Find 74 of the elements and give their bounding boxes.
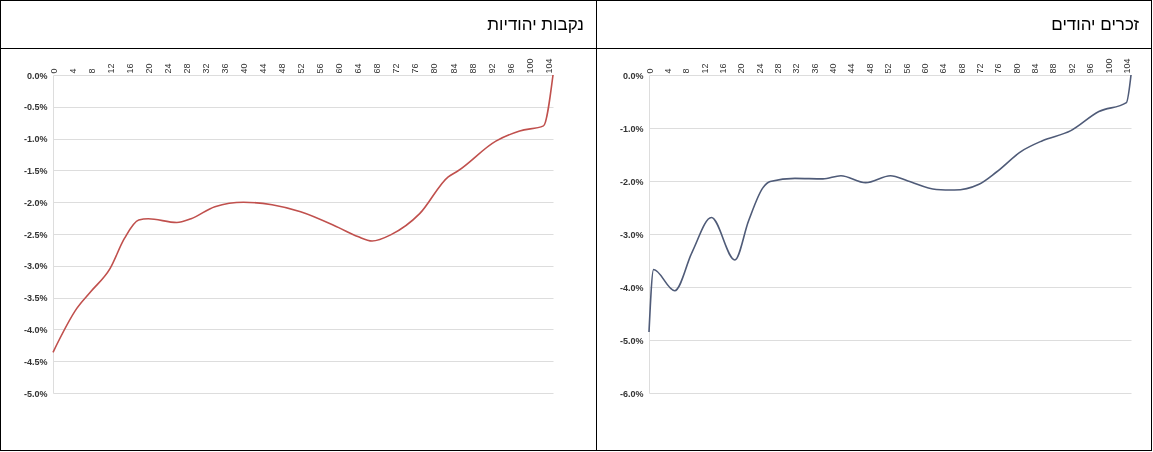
x-tick-label: 20 xyxy=(143,63,154,74)
x-tick-label: 76 xyxy=(410,63,421,74)
y-tick-label: -1.0% xyxy=(23,134,48,145)
x-tick-label: 68 xyxy=(956,63,967,74)
y-tick-label: -6.0% xyxy=(619,388,644,399)
x-tick-label: 80 xyxy=(429,63,440,74)
x-tick-label: 104 xyxy=(543,58,554,74)
x-tick-label: 24 xyxy=(754,63,765,74)
x-tick-label: 96 xyxy=(505,63,516,74)
y-tick-label: -3.0% xyxy=(619,229,644,240)
x-tick-label: 28 xyxy=(181,63,192,74)
y-tick-label: 0.0% xyxy=(26,70,48,81)
x-tick-label: 92 xyxy=(486,63,497,74)
chart-title: זכרים יהודים xyxy=(596,1,1151,49)
x-tick-label: 12 xyxy=(105,63,116,74)
y-tick-label: -5.0% xyxy=(619,335,644,346)
x-tick-label: 68 xyxy=(372,63,383,74)
x-tick-label: 36 xyxy=(809,63,820,74)
y-tick-label: -3.0% xyxy=(23,261,48,272)
x-tick-label: 84 xyxy=(1030,63,1041,74)
x-tick-label: 64 xyxy=(938,63,949,74)
y-tick-label: -4.0% xyxy=(619,282,644,293)
x-tick-label: 96 xyxy=(1085,63,1096,74)
x-tick-label: 32 xyxy=(791,63,802,74)
x-tick-label: 16 xyxy=(717,63,728,74)
x-tick-label: 88 xyxy=(467,63,478,74)
x-tick-label: 60 xyxy=(919,63,930,74)
y-tick-label: -4.0% xyxy=(23,324,48,335)
x-tick-label: 40 xyxy=(238,63,249,74)
y-tick-label: -5.0% xyxy=(23,388,48,399)
x-tick-label: 44 xyxy=(258,63,269,74)
x-tick-label: 52 xyxy=(883,63,894,74)
x-tick-label: 100 xyxy=(524,58,535,74)
x-tick-label: 72 xyxy=(974,63,985,74)
x-tick-label: 52 xyxy=(296,63,307,74)
x-tick-label: 32 xyxy=(200,63,211,74)
y-tick-label: -3.5% xyxy=(23,293,48,304)
y-tick-label: -1.0% xyxy=(619,123,644,134)
x-tick-label: 84 xyxy=(448,63,459,74)
x-tick-label: 56 xyxy=(315,63,326,74)
x-tick-label: 100 xyxy=(1103,58,1114,74)
x-tick-label: 8 xyxy=(86,68,97,74)
x-tick-label: 24 xyxy=(162,63,173,74)
x-tick-label: 92 xyxy=(1066,63,1077,74)
chart-title: נקבות יהודיות xyxy=(1,1,596,49)
x-tick-label: 76 xyxy=(993,63,1004,74)
x-tick-label: 16 xyxy=(124,63,135,74)
y-tick-label: -0.5% xyxy=(23,102,48,113)
x-tick-label: 0 xyxy=(644,68,655,74)
y-tick-label: -2.0% xyxy=(23,197,48,208)
x-tick-label: 48 xyxy=(864,63,875,74)
x-tick-label: 28 xyxy=(773,63,783,74)
x-tick-label: 48 xyxy=(277,63,288,74)
y-tick-label: 0.0% xyxy=(622,70,644,81)
x-tick-label: 88 xyxy=(1048,63,1059,74)
x-tick-label: 4 xyxy=(662,68,673,74)
x-tick-label: 56 xyxy=(901,63,912,74)
x-tick-label: 44 xyxy=(846,63,857,74)
x-tick-label: 36 xyxy=(219,63,230,74)
y-tick-label: -1.5% xyxy=(23,165,48,176)
x-tick-label: 72 xyxy=(391,63,402,74)
x-tick-label: 20 xyxy=(736,63,747,74)
y-tick-label: -2.0% xyxy=(619,176,644,187)
x-tick-label: 0 xyxy=(48,68,59,74)
x-tick-label: 104 xyxy=(1121,58,1132,74)
x-tick-label: 64 xyxy=(353,63,364,74)
y-tick-label: -2.5% xyxy=(23,229,48,240)
x-tick-label: 4 xyxy=(67,68,78,74)
x-tick-label: 12 xyxy=(699,63,710,74)
x-tick-label: 40 xyxy=(828,63,839,74)
x-tick-label: 80 xyxy=(1011,63,1022,74)
x-tick-label: 60 xyxy=(334,63,345,74)
y-tick-label: -4.5% xyxy=(23,356,48,367)
x-tick-label: 8 xyxy=(681,68,692,74)
